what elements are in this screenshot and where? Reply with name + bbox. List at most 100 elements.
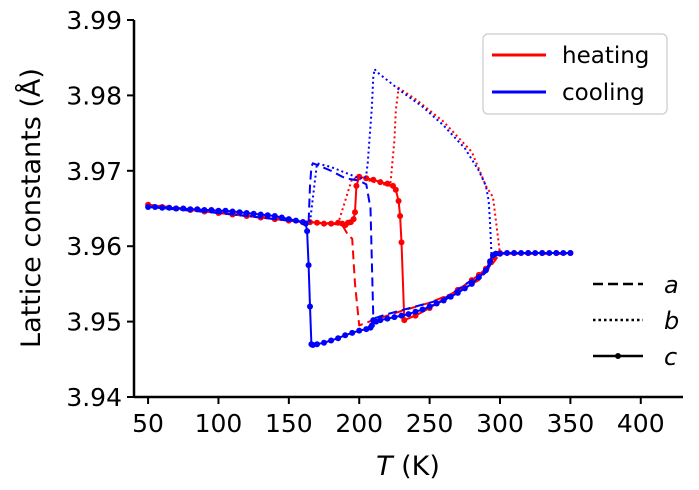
data-point-heating-c: [314, 219, 320, 226]
data-point-cooling-c: [468, 280, 475, 287]
legend-c-marker: [615, 353, 621, 359]
data-point-cooling-c: [447, 293, 454, 300]
legend-heating-label: heating: [562, 43, 649, 69]
data-point-cooling-c: [285, 216, 292, 223]
data-point-cooling-c: [145, 204, 152, 210]
x-tick-label: 50: [132, 409, 164, 438]
series-line-heating-b: [147, 86, 571, 255]
data-point-cooling-c: [152, 204, 159, 210]
data-point-cooling-c: [518, 250, 525, 256]
data-point-cooling-c: [567, 250, 574, 256]
series-line-cooling-b: [148, 68, 571, 259]
legend-cooling-label: cooling: [562, 80, 645, 106]
data-point-cooling-c: [539, 250, 546, 256]
data-point-cooling-c: [560, 250, 567, 256]
data-point-cooling-c: [391, 314, 398, 321]
data-point-cooling-c: [426, 303, 433, 310]
data-point-cooling-c: [305, 262, 312, 269]
data-point-heating-c: [370, 176, 377, 183]
data-point-cooling-c: [307, 303, 313, 310]
data-point-cooling-c: [194, 206, 201, 213]
data-point-cooling-c: [222, 207, 229, 214]
x-tick-label: 100: [195, 409, 243, 438]
data-point-heating-c: [353, 182, 360, 189]
data-point-cooling-c: [490, 252, 496, 259]
data-point-cooling-c: [236, 209, 243, 216]
series-heating-b: [147, 86, 571, 255]
data-point-cooling-c: [454, 289, 461, 296]
data-point-heating-c: [328, 220, 335, 227]
data-point-cooling-c: [546, 250, 553, 256]
y-tick-label: 3.98: [66, 81, 122, 110]
data-point-cooling-c: [180, 205, 187, 212]
data-point-cooling-c: [553, 250, 560, 256]
data-point-cooling-c: [363, 326, 370, 333]
legend-a-label: a: [664, 271, 679, 299]
data-point-cooling-c: [440, 297, 447, 304]
data-point-heating-c: [321, 220, 327, 227]
data-point-cooling-c: [304, 228, 311, 235]
series-line-heating-c: [147, 175, 571, 322]
series-heating-c: [145, 173, 574, 324]
data-point-cooling-c: [405, 311, 412, 318]
y-tick-label: 3.95: [66, 308, 122, 337]
x-tick-label: 400: [617, 409, 665, 438]
data-point-cooling-c: [370, 317, 377, 324]
data-point-cooling-c: [461, 285, 468, 292]
y-tick-label: 3.96: [66, 232, 122, 261]
data-point-cooling-c: [487, 258, 494, 265]
x-tick-label: 150: [265, 409, 313, 438]
x-tick-label: 200: [335, 409, 383, 438]
series-layer: [145, 68, 574, 348]
y-axis-label: Lattice constants (Å): [15, 68, 47, 348]
data-point-cooling-c: [257, 211, 264, 218]
data-point-cooling-c: [321, 339, 327, 346]
data-point-cooling-c: [250, 210, 257, 217]
data-point-cooling-c: [166, 204, 173, 211]
legend-b-label: b: [664, 307, 679, 335]
data-point-cooling-c: [299, 219, 306, 226]
x-tick-label: 350: [547, 409, 595, 438]
data-point-cooling-c: [215, 207, 222, 214]
data-point-heating-c: [352, 209, 358, 216]
data-point-heating-c: [384, 180, 391, 187]
data-point-cooling-c: [384, 315, 391, 322]
data-point-cooling-c: [271, 213, 278, 219]
series-cooling-c: [145, 204, 574, 348]
data-point-cooling-c: [525, 250, 532, 256]
data-point-cooling-c: [308, 341, 315, 348]
data-point-heating-c: [350, 216, 357, 223]
series-line-heating-a: [147, 203, 571, 327]
x-tick-label: 300: [476, 409, 524, 438]
data-point-cooling-c: [497, 250, 503, 257]
data-point-cooling-c: [243, 210, 250, 216]
legend-c-label: c: [664, 343, 677, 371]
data-point-heating-c: [395, 198, 402, 204]
data-point-cooling-c: [278, 214, 285, 221]
x-axis-label: T (K): [376, 451, 440, 482]
data-point-cooling-c: [264, 212, 271, 219]
data-point-cooling-c: [201, 207, 208, 213]
data-point-cooling-c: [342, 332, 349, 339]
data-point-cooling-c: [292, 217, 299, 224]
data-point-heating-c: [397, 213, 404, 219]
legend-color: heating cooling: [482, 33, 668, 115]
data-point-cooling-c: [187, 206, 194, 213]
axes: 50 100 150 200 250 300 350 400 3.94 3.95 3.96 3.97 3…: [66, 6, 683, 438]
legend-style: a b c: [593, 271, 679, 371]
data-point-cooling-c: [328, 337, 335, 344]
data-point-heating-c: [401, 317, 408, 324]
data-point-cooling-c: [433, 300, 440, 307]
data-point-heating-c: [363, 175, 370, 182]
y-tick-label: 3.97: [66, 157, 122, 186]
series-cooling-b: [148, 68, 571, 259]
data-point-cooling-c: [173, 205, 180, 212]
data-point-cooling-c: [398, 312, 405, 319]
data-point-cooling-c: [412, 308, 419, 315]
data-point-cooling-c: [504, 250, 510, 256]
data-point-cooling-c: [208, 207, 215, 213]
data-point-cooling-c: [335, 335, 342, 342]
data-point-cooling-c: [229, 208, 236, 215]
data-point-heating-c: [392, 186, 399, 193]
